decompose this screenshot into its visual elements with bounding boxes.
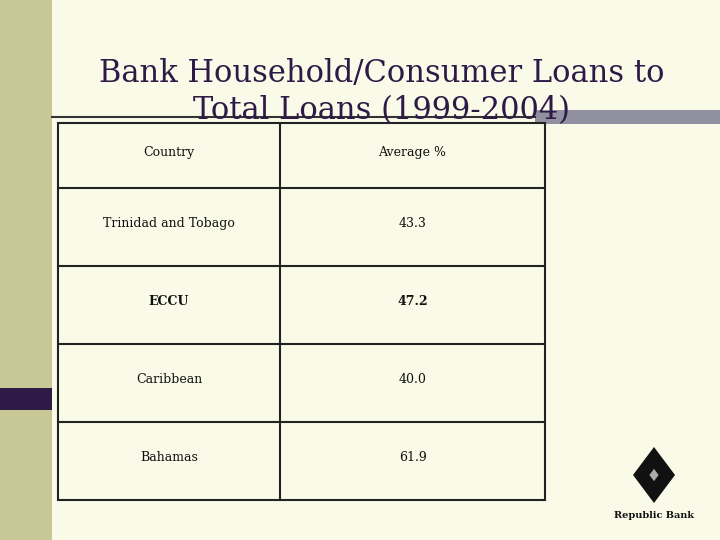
Polygon shape <box>649 469 659 481</box>
Text: 43.3: 43.3 <box>399 217 426 230</box>
Text: 40.0: 40.0 <box>399 373 426 386</box>
Text: Bahamas: Bahamas <box>140 450 198 464</box>
Bar <box>58 123 545 500</box>
Text: Caribbean: Caribbean <box>136 373 202 386</box>
Bar <box>535 110 720 124</box>
Bar <box>0 0 52 540</box>
Text: ECCU: ECCU <box>149 295 189 308</box>
Bar <box>0 388 52 410</box>
Text: 47.2: 47.2 <box>397 295 428 308</box>
Text: Bank Household/Consumer Loans to
Total Loans (1999-2004): Bank Household/Consumer Loans to Total L… <box>99 58 665 126</box>
Text: Average %: Average % <box>379 146 446 159</box>
Text: Trinidad and Tobago: Trinidad and Tobago <box>103 217 235 230</box>
Polygon shape <box>633 447 675 503</box>
Text: Republic Bank: Republic Bank <box>614 511 694 520</box>
Text: Country: Country <box>143 146 194 159</box>
Text: 61.9: 61.9 <box>399 450 426 464</box>
